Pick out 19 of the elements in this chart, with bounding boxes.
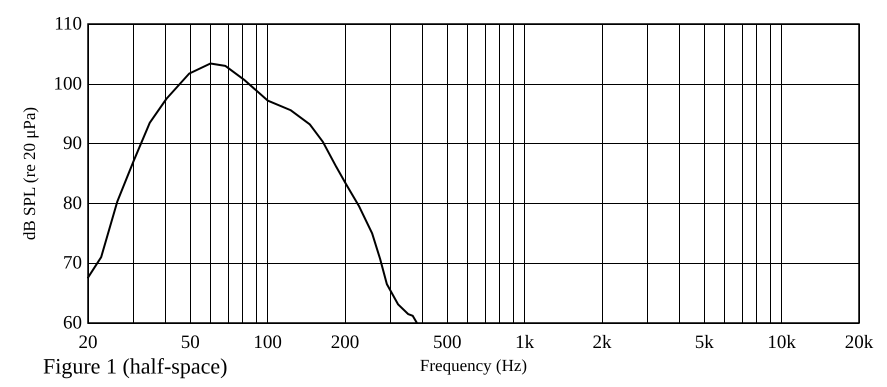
y-tick-label: 60 [63,312,82,334]
x-tick-label: 10k [767,332,796,353]
x-axis-title: Frequency (Hz) [420,356,528,375]
x-tick-label: 20k [844,332,874,353]
y-axis-title: dB SPL (re 20 μPa) [20,106,39,240]
x-tick-label: 500 [433,332,462,353]
y-tick-label: 90 [63,133,82,154]
y-tick-label: 100 [54,73,82,94]
x-tick-label: 200 [330,332,360,353]
caption: Figure 1 (half-space) [43,354,228,378]
x-tick-label: 2k [592,332,612,353]
x-tick-label: 100 [253,332,282,353]
y-tick-label: 70 [63,252,82,274]
x-tick-label: 1k [515,332,535,353]
y-tick-label: 80 [63,192,82,214]
x-tick-label: 50 [180,332,200,353]
y-tick-label: 110 [54,14,82,34]
x-tick-label: 5k [694,332,714,353]
x-tick-label: 20 [78,332,98,353]
